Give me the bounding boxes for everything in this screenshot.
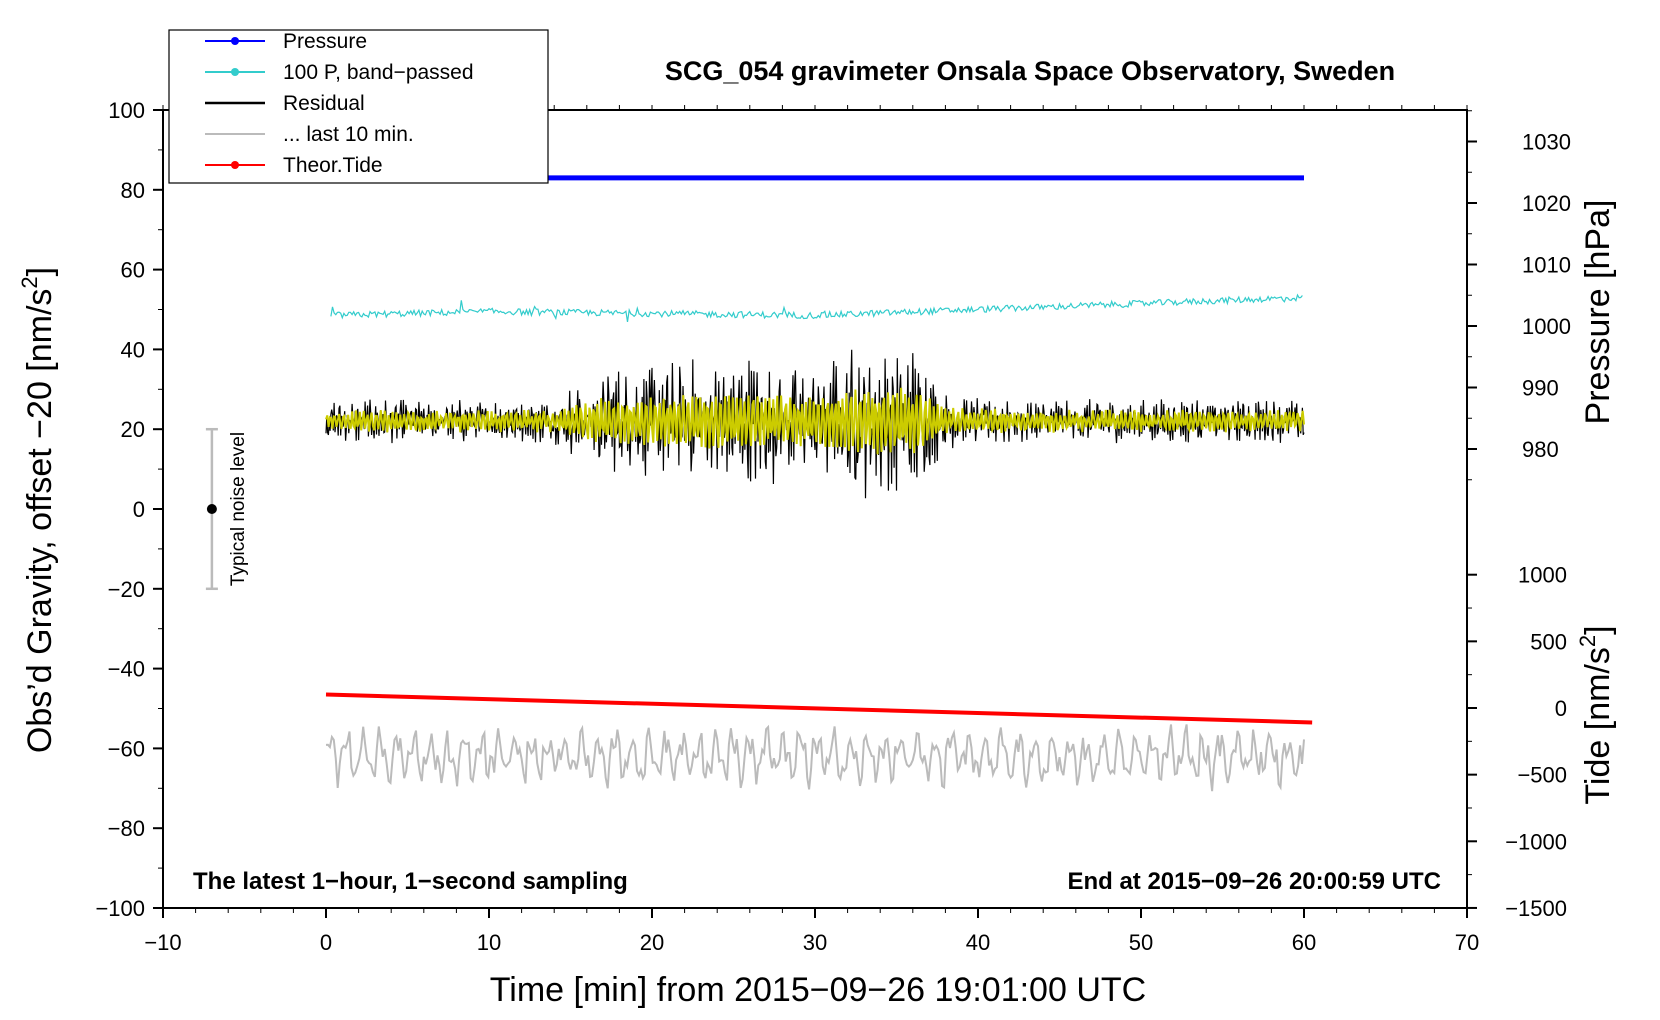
legend-label-tide: Theor.Tide <box>283 154 383 177</box>
noise-bar-center-dot <box>206 504 217 514</box>
y-tick-label: 40 <box>121 337 145 362</box>
series-residual-filtered <box>325 387 1305 455</box>
y-axis-title-left-sup: 2 <box>17 276 42 288</box>
pressure-tick-label: 1030 <box>1522 130 1571 155</box>
plot-frame <box>162 109 1468 909</box>
tide-axis-title-end: ] <box>1579 625 1617 634</box>
y-tick-label: 0 <box>133 497 145 522</box>
pressure-tick-label: 1000 <box>1522 314 1571 339</box>
y-axis-title-left-main: Obs’d Gravity, offset −20 [nm/s <box>21 289 59 754</box>
y-tick-label: −60 <box>108 736 145 761</box>
tide-axis-title: Tide [nm/s2] <box>1575 625 1617 804</box>
x-tick-label: 50 <box>1129 930 1153 955</box>
ticks-layer: −10 0 10 20 30 40 50 60 70−100−80−60−40−20020406… <box>95 98 1571 955</box>
y-tick-label: 100 <box>108 98 145 123</box>
tide-axis-title-sup: 2 <box>1575 635 1600 647</box>
y-tick-label: 20 <box>121 417 145 442</box>
legend-label-residual: Residual <box>283 92 365 115</box>
legend-box <box>168 29 549 184</box>
legend-marker-tide <box>231 161 239 169</box>
pressure-tick-label: 980 <box>1522 437 1559 462</box>
tide-tick-label: 0 <box>1555 696 1567 721</box>
tide-tick-label: −1500 <box>1505 896 1567 921</box>
y-tick-label: −100 <box>95 896 145 921</box>
series-last-10-min <box>325 724 1305 792</box>
pressure-tick-label: 990 <box>1522 376 1559 401</box>
chart-title: SCG_054 gravimeter Onsala Space Observat… <box>665 56 1395 86</box>
y-axis-title-left-end: ] <box>21 267 59 276</box>
x-tick-label: −10 <box>144 930 181 955</box>
pressure-tick-label: 1020 <box>1522 191 1571 216</box>
x-axis-title: Time [min] from 2015−09−26 19:01:00 UTC <box>490 971 1146 1009</box>
x-tick-label: 10 <box>477 930 501 955</box>
tide-tick-label: 1000 <box>1518 563 1567 588</box>
tide-tick-label: −1000 <box>1505 829 1567 854</box>
series-theor-tide <box>325 692 1313 725</box>
legend-label-bandpassed: 100 P, band−passed <box>283 61 474 84</box>
y-tick-label: −20 <box>108 577 145 602</box>
legend-marker-bandpassed <box>231 68 239 76</box>
y-tick-label: 60 <box>121 258 145 283</box>
tide-axis-title-main: Tide [nm/s <box>1579 647 1617 804</box>
x-tick-label: 0 <box>320 930 332 955</box>
x-tick-label: 40 <box>966 930 990 955</box>
legend-marker-pressure <box>231 37 239 45</box>
x-tick-label: 60 <box>1292 930 1316 955</box>
legend-label-pressure: Pressure <box>283 30 367 53</box>
noise-level-label: Typical noise level <box>228 432 249 586</box>
corner-label-left: The latest 1−hour, 1−second sampling <box>193 868 628 895</box>
corner-label-right: End at 2015−09−26 20:00:59 UTC <box>1067 868 1441 895</box>
legend: Pressure 100 P, band−passed Residual ... la… <box>168 29 549 184</box>
y-tick-label: −80 <box>108 816 145 841</box>
y-axis-title-left: Obs’d Gravity, offset −20 [nm/s2] <box>17 267 59 753</box>
x-tick-label: 20 <box>640 930 664 955</box>
pressure-tick-label: 1010 <box>1522 253 1571 278</box>
noise-level-indicator: Typical noise level <box>205 427 249 591</box>
series-layer <box>325 175 1313 792</box>
legend-label-last10: ... last 10 min. <box>283 123 414 146</box>
tide-tick-label: −500 <box>1517 763 1567 788</box>
series-bandpassed-pressure <box>330 293 1303 322</box>
y-tick-label: −40 <box>108 657 145 682</box>
x-tick-label: 30 <box>803 930 827 955</box>
y-tick-label: 80 <box>121 178 145 203</box>
tide-tick-label: 500 <box>1530 629 1567 654</box>
pressure-axis-title: Pressure [hPa] <box>1579 200 1617 425</box>
x-tick-label: 70 <box>1455 930 1479 955</box>
